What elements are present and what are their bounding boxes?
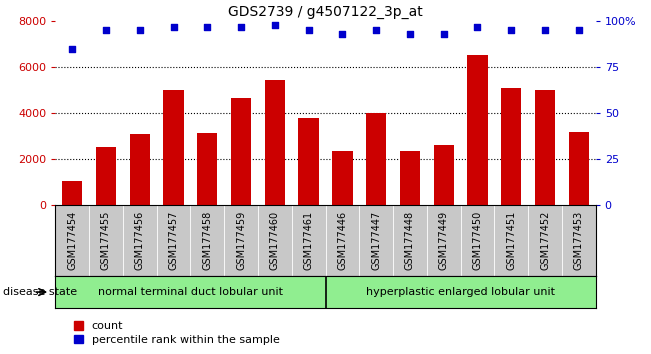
Text: GSM177447: GSM177447 xyxy=(371,211,381,270)
Text: disease state: disease state xyxy=(3,287,77,297)
Text: GSM177457: GSM177457 xyxy=(169,211,178,270)
Point xyxy=(67,46,77,52)
Bar xyxy=(62,181,82,205)
Bar xyxy=(299,118,319,205)
Point xyxy=(540,28,550,33)
Title: GDS2739 / g4507122_3p_at: GDS2739 / g4507122_3p_at xyxy=(228,5,423,19)
Text: GSM177460: GSM177460 xyxy=(270,211,280,270)
Bar xyxy=(231,98,251,205)
Bar xyxy=(197,133,217,205)
Text: GSM177453: GSM177453 xyxy=(574,211,584,270)
Text: GSM177454: GSM177454 xyxy=(67,211,77,270)
Bar xyxy=(96,147,116,205)
Bar xyxy=(366,113,386,205)
Point xyxy=(472,24,482,30)
Bar xyxy=(400,151,420,205)
Bar xyxy=(434,145,454,205)
Text: GSM177455: GSM177455 xyxy=(101,211,111,270)
Point xyxy=(371,28,381,33)
Point xyxy=(439,31,449,37)
Bar xyxy=(535,90,555,205)
Point xyxy=(405,31,415,37)
Bar xyxy=(265,80,285,205)
Bar xyxy=(163,90,184,205)
Text: normal terminal duct lobular unit: normal terminal duct lobular unit xyxy=(98,287,283,297)
Legend: count, percentile rank within the sample: count, percentile rank within the sample xyxy=(74,321,279,345)
Bar xyxy=(332,151,353,205)
Text: GSM177459: GSM177459 xyxy=(236,211,246,270)
Bar xyxy=(501,88,521,205)
Point xyxy=(506,28,516,33)
Point xyxy=(270,22,280,28)
Point xyxy=(303,28,314,33)
Point xyxy=(236,24,246,30)
Text: hyperplastic enlarged lobular unit: hyperplastic enlarged lobular unit xyxy=(366,287,555,297)
Bar xyxy=(569,132,589,205)
Text: GSM177458: GSM177458 xyxy=(202,211,212,270)
Bar xyxy=(130,134,150,205)
Bar xyxy=(467,55,488,205)
Text: GSM177456: GSM177456 xyxy=(135,211,145,270)
Point xyxy=(337,31,348,37)
Point xyxy=(574,28,584,33)
Point xyxy=(101,28,111,33)
Point xyxy=(202,24,212,30)
Point xyxy=(169,24,179,30)
Text: GSM177461: GSM177461 xyxy=(303,211,314,270)
Text: GSM177449: GSM177449 xyxy=(439,211,449,270)
Text: GSM177448: GSM177448 xyxy=(405,211,415,270)
Text: GSM177451: GSM177451 xyxy=(506,211,516,270)
Text: GSM177446: GSM177446 xyxy=(337,211,348,270)
Text: GSM177450: GSM177450 xyxy=(473,211,482,270)
Point xyxy=(135,28,145,33)
Text: GSM177452: GSM177452 xyxy=(540,211,550,270)
